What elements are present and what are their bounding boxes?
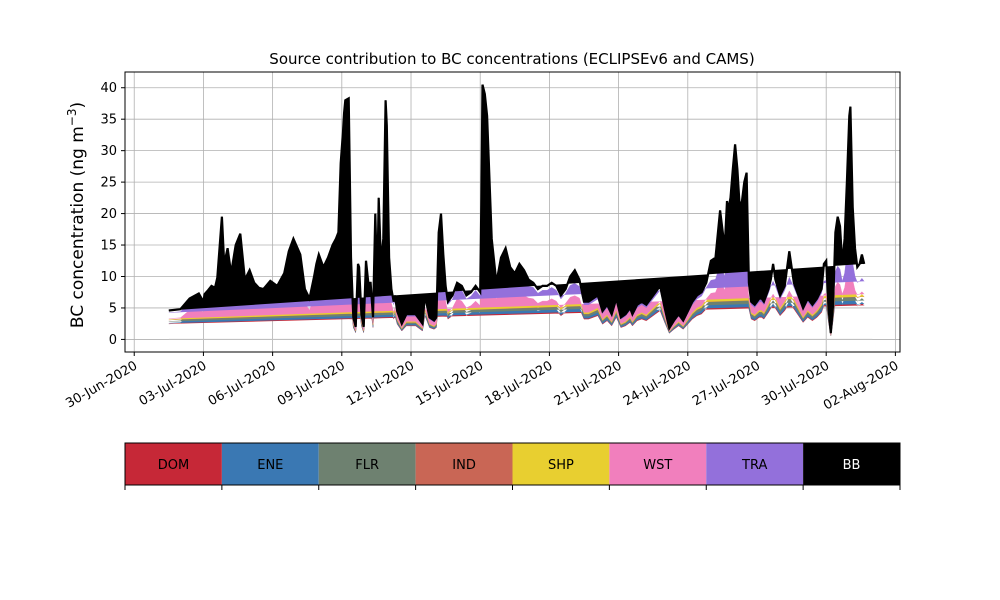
- y-axis-label-text: BC concentration (ng m: [68, 126, 88, 328]
- y-axis-label-suffix: ): [68, 102, 88, 109]
- legend-label-bb: BB: [843, 458, 861, 473]
- legend-swatch-ind: [415, 443, 513, 485]
- legend-swatch-shp: [512, 443, 610, 485]
- legend-swatch-wst: [609, 443, 707, 485]
- x-tick-label: 03-Jul-2020: [137, 358, 210, 409]
- x-tick-label: 18-Jul-2020: [483, 358, 556, 409]
- y-axis-label-superscript: −3: [65, 108, 79, 126]
- x-tick-label: 12-Jul-2020: [344, 358, 417, 409]
- chart-title: Source contribution to BC concentrations…: [269, 50, 754, 68]
- legend-swatch-tra: [706, 443, 804, 485]
- y-axis-label: BC concentration (ng m−3): [65, 102, 88, 328]
- y-tick-label: 40: [100, 81, 117, 96]
- y-tick-label: 15: [100, 239, 117, 254]
- x-tick-label: 09-Jul-2020: [275, 358, 348, 409]
- x-tick-label: 15-Jul-2020: [413, 358, 486, 409]
- y-tick-label: 25: [100, 176, 117, 191]
- legend-swatch-bb: [803, 443, 900, 485]
- legend-label-wst: WST: [643, 458, 672, 473]
- legend-swatch-dom: [125, 443, 222, 485]
- y-tick-label: 10: [100, 270, 117, 285]
- legend-label-tra: TRA: [741, 458, 767, 473]
- x-tick-label: 27-Jul-2020: [690, 358, 763, 409]
- legend-label-ind: IND: [452, 458, 476, 473]
- legend-label-flr: FLR: [355, 458, 379, 473]
- legend-label-shp: SHP: [548, 458, 574, 473]
- total-outline: [168, 84, 873, 341]
- plot-frame: [124, 71, 901, 353]
- y-tick-label: 5: [109, 301, 117, 316]
- legend-label-ene: ENE: [257, 458, 283, 473]
- legend-label-dom: DOM: [158, 458, 189, 473]
- x-tick-label: 21-Jul-2020: [552, 358, 625, 409]
- x-tick-label: 30-Jun-2020: [63, 358, 140, 411]
- total-line: [168, 84, 866, 334]
- x-tick-label: 02-Aug-2020: [821, 358, 901, 413]
- y-tick-label: 0: [109, 333, 117, 348]
- legend-swatch-ene: [221, 443, 319, 485]
- x-axis-ticks: 30-Jun-202003-Jul-202006-Jul-202009-Jul-…: [63, 352, 901, 414]
- y-axis-ticks: 0 5 10 15 20 25 30 35 40: [100, 81, 125, 348]
- legend-colorbar: DOM ENE FLR IND SHP WST TRA BB: [124, 442, 901, 490]
- legend-swatch-flr: [318, 443, 416, 485]
- y-tick-label: 35: [100, 113, 117, 128]
- x-tick-label: 06-Jul-2020: [206, 358, 279, 409]
- y-tick-label: 30: [100, 144, 117, 159]
- y-tick-label: 20: [100, 207, 117, 222]
- x-tick-label: 24-Jul-2020: [621, 358, 694, 409]
